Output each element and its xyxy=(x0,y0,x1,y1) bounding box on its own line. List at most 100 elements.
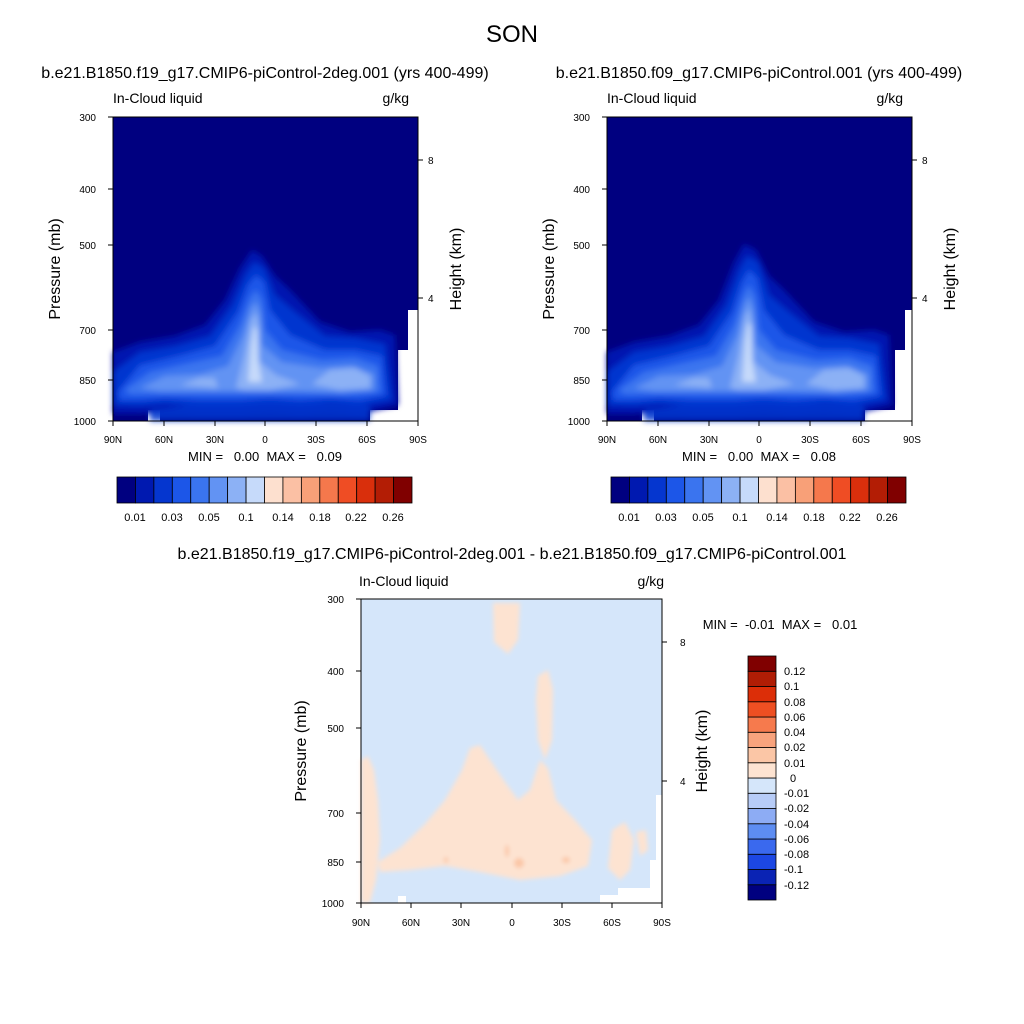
min-max-label: MIN = -0.01 MAX = 0.01 xyxy=(703,617,858,632)
colorbar-cell xyxy=(153,476,173,504)
y-tick-label: 700 xyxy=(327,809,344,820)
colorbar-cell xyxy=(747,869,777,886)
x-tick-label: 60N xyxy=(155,435,173,446)
colorbar-label: -0.06 xyxy=(784,834,809,846)
colorbar-label: 0.12 xyxy=(784,666,805,678)
colorbar-cell xyxy=(794,476,815,504)
panel-left: b.e21.B1850.f19_g17.CMIP6-piControl-2deg… xyxy=(41,65,488,524)
y-tick-label: 400 xyxy=(327,667,344,678)
colorbar-cell xyxy=(747,686,777,703)
positive-peak xyxy=(562,857,570,863)
colorbar-label: 0.04 xyxy=(784,727,805,739)
positive-region xyxy=(378,745,592,880)
panel-right-colorbar xyxy=(610,476,907,504)
positive-region xyxy=(636,830,648,856)
x-tick-label: 30N xyxy=(452,918,470,929)
panel-right-ticks xyxy=(602,116,917,426)
positive-region xyxy=(361,756,380,903)
colorbar-cell xyxy=(747,777,777,794)
colorbar-cell xyxy=(747,701,777,718)
missing-data-region xyxy=(600,795,662,903)
colorbar-label: 0.01 xyxy=(124,512,145,524)
colorbar-cell xyxy=(747,823,777,840)
colorbar-cell xyxy=(337,476,358,504)
colorbar-label: 0.22 xyxy=(839,512,860,524)
x-tick-label: 90N xyxy=(598,435,616,446)
colorbar-cell xyxy=(702,476,723,504)
colorbar-cell xyxy=(227,476,247,504)
colorbar-cell xyxy=(374,476,394,504)
y-tick-label: 300 xyxy=(79,113,96,124)
colorbar-cell xyxy=(610,476,630,504)
colorbar-label: 0.22 xyxy=(345,512,366,524)
x-tick-label: 90N xyxy=(352,918,370,929)
colorbar-cell xyxy=(747,731,777,748)
colorbar-cell xyxy=(831,476,852,504)
colorbar-cell xyxy=(245,476,265,504)
y-tick-label: 300 xyxy=(573,113,590,124)
x-tick-label: 30S xyxy=(307,435,325,446)
colorbar-cell xyxy=(868,476,888,504)
contour-level-7 xyxy=(742,322,756,382)
positive-peak xyxy=(444,857,448,863)
panel-right: b.e21.B1850.f09_g17.CMIP6-piControl.001 … xyxy=(541,65,962,524)
y-right-tick-label: 4 xyxy=(922,294,928,305)
min-max-label: MIN = 0.00 MAX = 0.09 xyxy=(188,449,342,464)
x-tick-label: 30N xyxy=(700,435,718,446)
x-tick-label: 30N xyxy=(206,435,224,446)
y-tick-label: 700 xyxy=(573,326,590,337)
panel-left-title: b.e21.B1850.f19_g17.CMIP6-piControl-2deg… xyxy=(41,65,488,82)
panel-right-units-label: g/kg xyxy=(877,90,903,106)
colorbar-cell xyxy=(116,476,136,504)
colorbar-label: 0.06 xyxy=(784,712,805,724)
y-tick-label: 400 xyxy=(79,185,96,196)
panel-diff-contour-field xyxy=(361,599,662,903)
colorbar-label: 0.01 xyxy=(784,758,805,770)
y-tick-label: 500 xyxy=(327,724,344,735)
panel-left-units-label: g/kg xyxy=(383,90,409,106)
colorbar-cell xyxy=(282,476,302,504)
missing-data-region xyxy=(865,310,912,421)
colorbar-label: 0.26 xyxy=(382,512,403,524)
colorbar-label: 0.14 xyxy=(766,512,787,524)
y-right-tick-label: 8 xyxy=(428,156,434,167)
colorbar-label: 0.08 xyxy=(784,697,805,709)
colorbar-cell xyxy=(665,476,686,504)
colorbar-cell xyxy=(721,476,741,504)
colorbar-label: 0.03 xyxy=(161,512,182,524)
panel-right-variable-label: In-Cloud liquid xyxy=(607,90,697,106)
y-right-axis-label: Height (km) xyxy=(942,228,959,311)
x-tick-label: 60S xyxy=(852,435,870,446)
y-tick-label: 1000 xyxy=(568,417,591,428)
colorbar-cell xyxy=(319,476,339,504)
x-tick-label: 60S xyxy=(358,435,376,446)
colorbar-label: 0.14 xyxy=(272,512,293,524)
colorbar-cell xyxy=(264,476,284,504)
colorbar-cell xyxy=(776,476,796,504)
contour-level-low xyxy=(150,404,370,421)
panel-left-variable-label: In-Cloud liquid xyxy=(113,90,203,106)
colorbar-label: -0.1 xyxy=(784,864,803,876)
y-tick-label: 1000 xyxy=(74,417,97,428)
x-tick-label: 0 xyxy=(262,435,268,446)
y-tick-label: 400 xyxy=(573,185,590,196)
y-axis-label: Pressure (mb) xyxy=(293,700,310,801)
y-tick-label: 1000 xyxy=(322,899,345,910)
panel-diff-colorbar xyxy=(747,655,777,901)
figure-title: SON xyxy=(486,21,538,48)
colorbar-cell xyxy=(747,747,777,764)
colorbar-cell xyxy=(813,476,833,504)
y-tick-label: 850 xyxy=(573,376,590,387)
colorbar-label: 0.03 xyxy=(655,512,676,524)
contour-level-7 xyxy=(248,326,262,382)
panel-diff-variable-label: In-Cloud liquid xyxy=(359,573,449,589)
x-tick-label: 90S xyxy=(653,918,671,929)
x-tick-label: 30S xyxy=(553,918,571,929)
colorbar-cell xyxy=(747,655,777,672)
colorbar-label: 0 xyxy=(790,773,796,785)
contour-level-6 xyxy=(674,308,864,390)
colorbar-cell xyxy=(684,476,704,504)
contour-level-6 xyxy=(180,312,370,390)
colorbar-cell xyxy=(747,792,777,809)
y-axis-label: Pressure (mb) xyxy=(541,218,558,319)
